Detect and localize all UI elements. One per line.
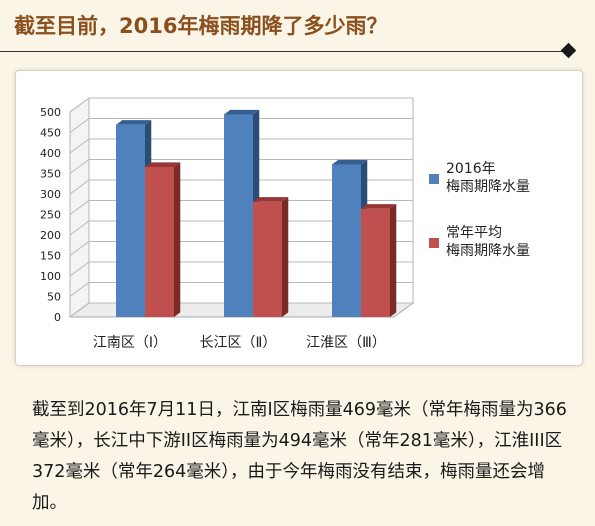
gridline bbox=[69, 118, 413, 133]
x-tick-label: 江南区（Ⅰ） bbox=[93, 335, 167, 351]
bar-top bbox=[145, 162, 181, 167]
bar-chart: 0 50 100 150 200 250 300 350 400 450 500 江南区（Ⅰ） 长江区（… bbox=[40, 97, 530, 351]
legend-label: 梅雨期降水量 bbox=[446, 243, 530, 259]
headline-rule bbox=[0, 51, 572, 52]
x-tick-label: 江淮区（Ⅲ） bbox=[306, 335, 386, 351]
bar-top bbox=[332, 159, 368, 165]
bar-side bbox=[174, 162, 181, 317]
gridline bbox=[69, 179, 413, 195]
bar-side bbox=[390, 204, 397, 317]
bar bbox=[145, 162, 181, 317]
bar-top bbox=[224, 109, 260, 115]
y-tick-label: 150 bbox=[40, 250, 61, 263]
x-tick-label: 长江区（Ⅱ） bbox=[200, 335, 277, 351]
gridline bbox=[69, 282, 413, 297]
gridline bbox=[69, 138, 413, 154]
y-tick-label: 50 bbox=[47, 291, 61, 304]
y-tick-label: 250 bbox=[40, 209, 61, 222]
bar-top bbox=[253, 197, 289, 202]
bar-front bbox=[145, 166, 174, 317]
bar-side bbox=[282, 197, 289, 317]
legend-label: 常年平均 bbox=[446, 225, 502, 241]
caption-text: 截至到2016年7月11日，江南I区梅雨量469毫米（常年梅雨量为366毫米），… bbox=[32, 400, 567, 513]
bar bbox=[332, 159, 368, 317]
gridline bbox=[69, 302, 413, 318]
bar-front bbox=[253, 201, 282, 317]
legend-swatch bbox=[429, 238, 439, 248]
bar bbox=[361, 204, 397, 317]
y-tick-label: 400 bbox=[40, 147, 61, 160]
y-tick-label: 200 bbox=[40, 229, 61, 242]
bar bbox=[253, 197, 289, 317]
legend-label: 2016年 bbox=[446, 161, 496, 177]
y-tick-label: 100 bbox=[40, 270, 61, 283]
bar-top bbox=[361, 204, 397, 209]
headline-title: 截至目前，2016年梅雨期降了多少雨？ bbox=[14, 14, 388, 38]
chart-panel: 0 50 100 150 200 250 300 350 400 450 500 江南区（Ⅰ） 长江区（… bbox=[15, 70, 583, 366]
bar-front bbox=[332, 164, 361, 317]
legend-label: 梅雨期降水量 bbox=[446, 179, 530, 195]
legend-swatch bbox=[429, 174, 439, 184]
gridline bbox=[69, 159, 413, 174]
gridline bbox=[69, 97, 413, 113]
bar-front bbox=[224, 114, 253, 318]
bar-front bbox=[361, 208, 390, 317]
y-tick-label: 500 bbox=[40, 106, 61, 119]
gridline bbox=[69, 261, 413, 277]
y-tick-label: 0 bbox=[54, 311, 61, 324]
gridline bbox=[69, 241, 413, 256]
y-tick-label: 300 bbox=[40, 188, 61, 201]
headline-diamond-ornament bbox=[560, 42, 577, 59]
bar-front bbox=[116, 124, 145, 318]
y-tick-label: 350 bbox=[40, 168, 61, 181]
bar-top bbox=[116, 120, 152, 125]
gridline bbox=[69, 220, 413, 236]
gridline bbox=[69, 200, 413, 215]
y-tick-label: 450 bbox=[40, 127, 61, 140]
